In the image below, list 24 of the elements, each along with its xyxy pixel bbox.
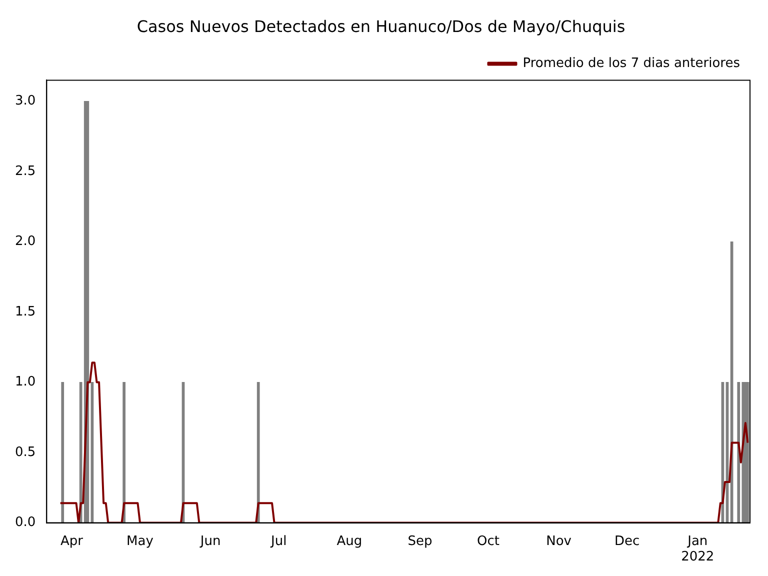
bar [86, 100, 90, 523]
x-tick-label: Nov [546, 534, 572, 549]
bar [122, 382, 126, 523]
x-tick-label: Sep [408, 534, 432, 549]
y-tick-label: 2.5 [14, 164, 36, 179]
x-tick-label: Dec [614, 534, 640, 549]
x-tick-label: Jul [270, 534, 287, 549]
legend-label: Promedio de los 7 dias anteriores [522, 56, 740, 72]
bar [737, 382, 740, 523]
y-tick-label: 1.5 [14, 304, 36, 320]
x-tick-label: Oct [477, 534, 500, 549]
x-tick-label: Apr [60, 534, 84, 549]
y-tick-label: 0.0 [14, 515, 36, 530]
bar [61, 382, 64, 523]
y-tick-label: 1.0 [14, 374, 36, 390]
x-tick-label: Jun [199, 534, 221, 549]
chart-title: Casos Nuevos Detectados en Huanuco/Dos de Mayo/Chuquis [136, 16, 626, 36]
y-tick-label: 3.0 [14, 94, 36, 109]
y-tick-label: 2.0 [14, 234, 36, 250]
x-tick-label: Jan 2022 [681, 534, 714, 565]
x-tick-label: May [126, 534, 154, 549]
bar [256, 382, 260, 523]
y-tick-label: 0.5 [14, 444, 36, 460]
x-tick-label: Aug [336, 534, 362, 549]
